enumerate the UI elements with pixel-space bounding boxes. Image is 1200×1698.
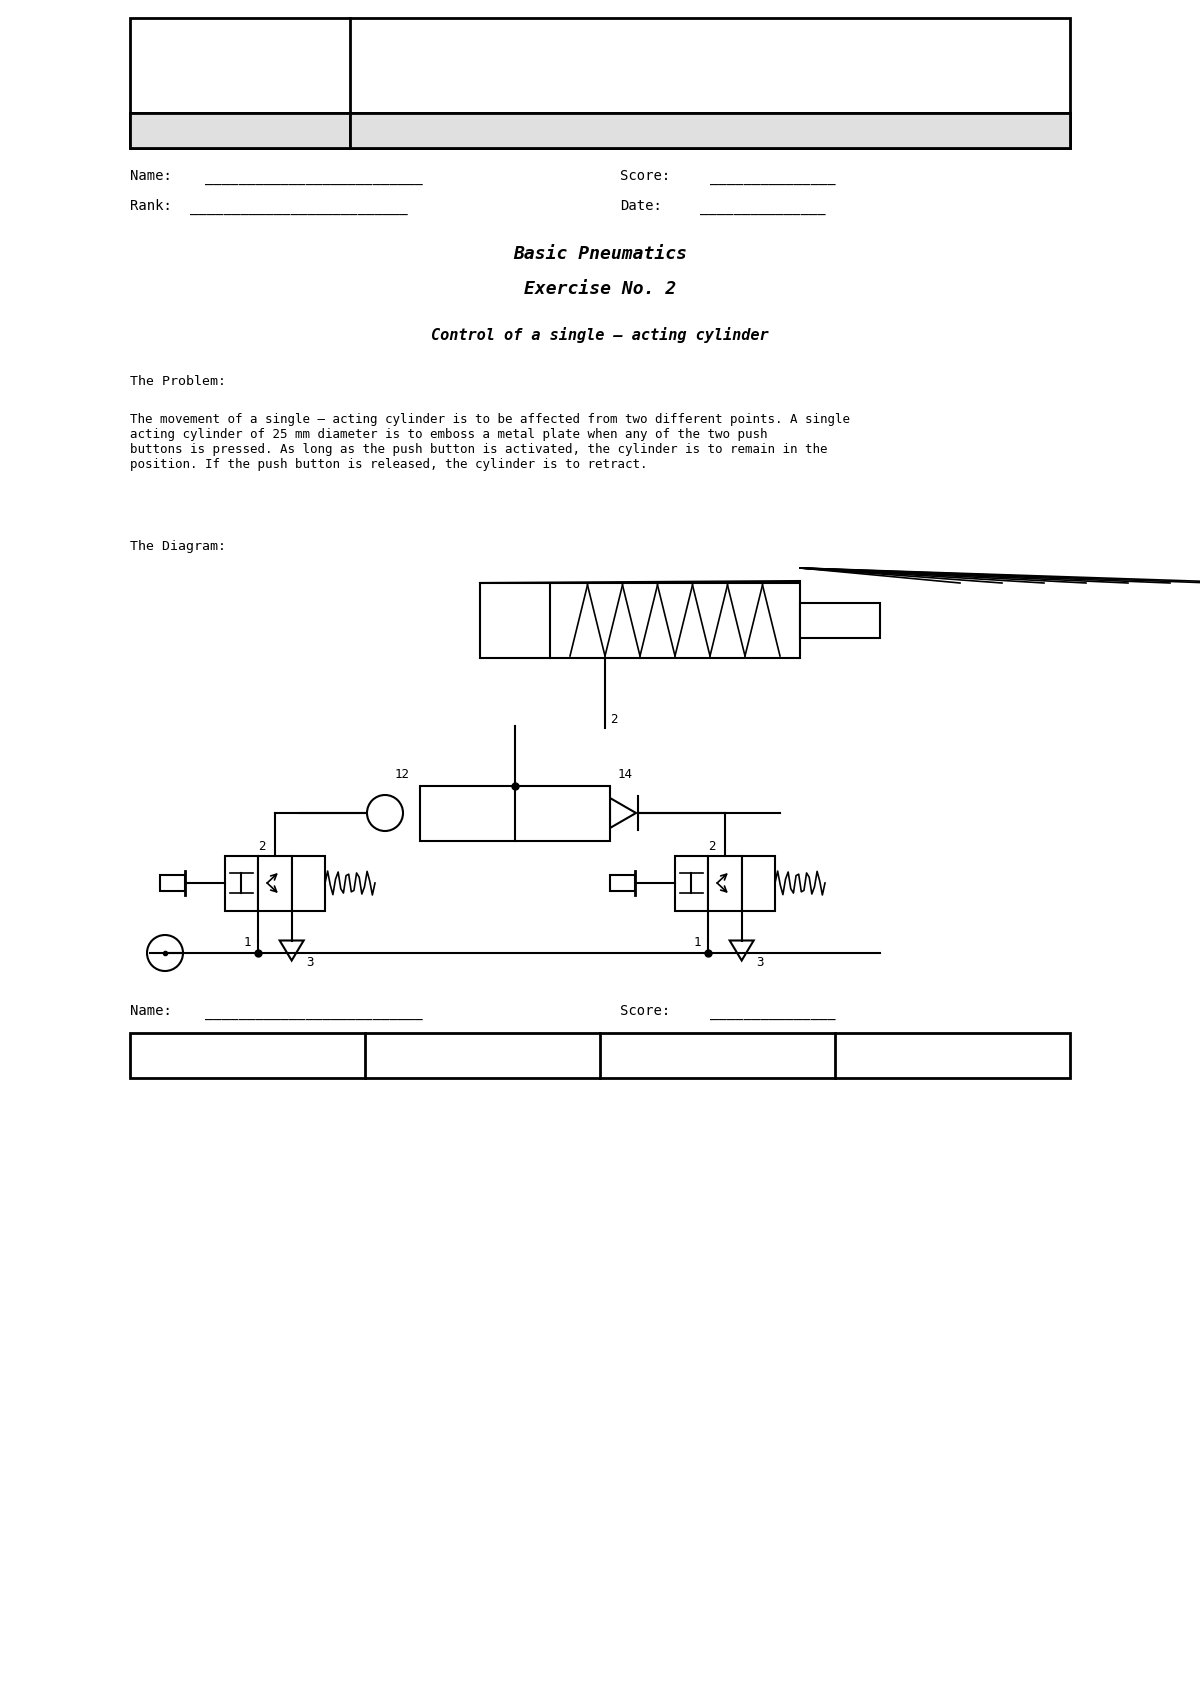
Bar	[420, 786, 610, 841]
Text: The Problem:: The Problem:	[130, 375, 226, 389]
Text: Score:: Score:	[620, 1004, 671, 1019]
Text: Control of a single – acting cylinder: Control of a single – acting cylinder	[431, 328, 769, 343]
Bar	[160, 874, 185, 891]
Bar	[258, 856, 292, 910]
Text: __________________________: __________________________	[205, 1007, 422, 1020]
Text: 3: 3	[307, 956, 314, 968]
Bar	[800, 603, 880, 638]
Text: 12: 12	[395, 767, 410, 781]
Text: Name:: Name:	[130, 170, 172, 183]
Bar	[292, 856, 325, 910]
Text: Basic Pneumatics: Basic Pneumatics	[514, 245, 686, 263]
Bar	[480, 582, 800, 659]
Text: __________________________: __________________________	[205, 171, 422, 187]
Bar	[130, 1032, 1070, 1078]
Text: The Diagram:: The Diagram:	[130, 540, 226, 554]
Text: 2: 2	[610, 713, 618, 727]
Polygon shape	[280, 941, 304, 961]
Polygon shape	[610, 798, 636, 829]
Bar	[226, 856, 258, 910]
Text: _______________: _______________	[710, 171, 835, 187]
Bar	[742, 856, 775, 910]
Text: 3: 3	[757, 956, 764, 968]
Text: 1: 1	[694, 936, 701, 949]
Bar	[130, 19, 1070, 148]
Text: 1: 1	[244, 936, 251, 949]
Bar	[130, 114, 350, 148]
Text: Rank:: Rank:	[130, 199, 172, 212]
Circle shape	[367, 795, 403, 830]
Text: Date:: Date:	[620, 199, 662, 212]
Text: Score:: Score:	[620, 170, 671, 183]
Text: 2: 2	[258, 841, 266, 854]
Text: The movement of a single – acting cylinder is to be affected from two different : The movement of a single – acting cylind…	[130, 413, 850, 470]
Polygon shape	[730, 941, 754, 961]
Bar	[708, 856, 742, 910]
Circle shape	[148, 936, 182, 971]
Bar	[610, 874, 635, 891]
Text: _______________: _______________	[700, 202, 826, 216]
Bar	[674, 856, 708, 910]
Text: Name:: Name:	[130, 1004, 172, 1019]
Text: Exercise No. 2: Exercise No. 2	[524, 280, 676, 299]
Text: 14: 14	[618, 767, 634, 781]
Text: _______________: _______________	[710, 1007, 835, 1020]
Text: 2: 2	[708, 841, 716, 854]
Bar	[350, 114, 1070, 148]
Text: __________________________: __________________________	[190, 202, 408, 216]
